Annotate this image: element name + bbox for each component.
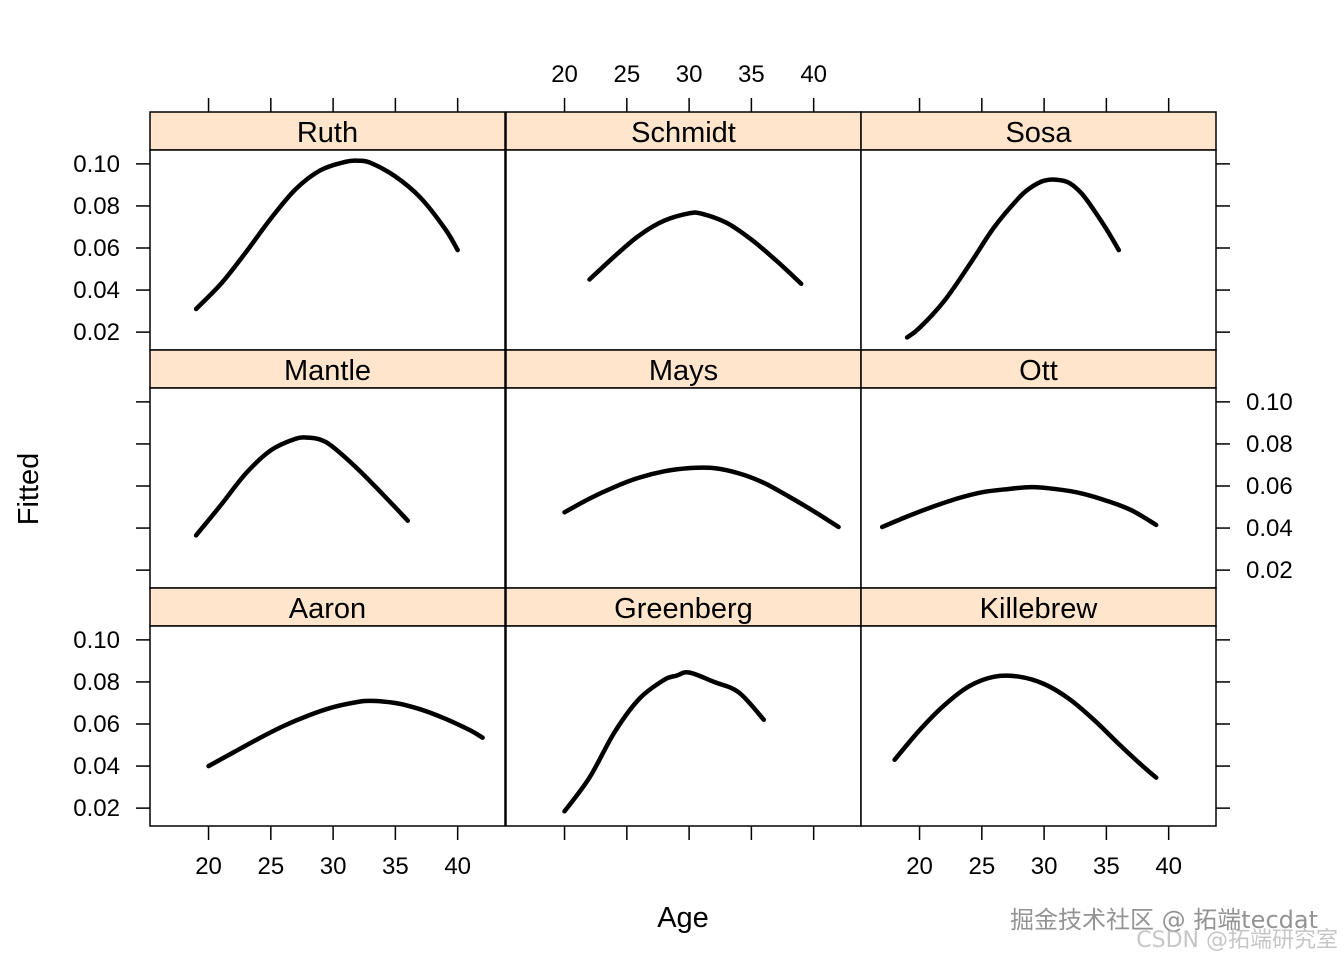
panel-mantle: Mantle bbox=[149, 349, 506, 589]
strip-label: Sosa bbox=[1005, 117, 1072, 149]
fitted-curve-mantle bbox=[193, 435, 411, 538]
strip-label: Mantle bbox=[284, 355, 371, 387]
y-tick-label-left: 0.04 bbox=[73, 753, 120, 780]
y-tick-label-left: 0.08 bbox=[73, 669, 120, 696]
watermark-juejin: 掘金技术社区 @ 拓端tecdat bbox=[1010, 906, 1318, 934]
plot-area-mays bbox=[505, 387, 862, 589]
y-tick-label-right: 0.06 bbox=[1246, 473, 1293, 500]
strip-ott bbox=[860, 349, 1217, 389]
x-tick-label-top: 25 bbox=[613, 61, 640, 88]
plot-area-ruth bbox=[149, 149, 506, 351]
fitted-curve-ott bbox=[879, 484, 1159, 530]
strip-ruth bbox=[149, 111, 506, 151]
panel-greenberg: Greenberg bbox=[505, 587, 862, 827]
y-tick-label-left: 0.04 bbox=[73, 277, 120, 304]
fitted-curve-killebrew bbox=[892, 673, 1159, 780]
strip-label: Schmidt bbox=[631, 117, 736, 149]
y-tick-label-left: 0.02 bbox=[73, 319, 120, 346]
plot-area-schmidt bbox=[505, 149, 862, 351]
x-axis-label: Age bbox=[657, 902, 709, 934]
panel-killebrew: Killebrew bbox=[860, 587, 1217, 827]
fitted-curve-sosa bbox=[904, 177, 1122, 340]
strip-label: Aaron bbox=[289, 593, 366, 625]
strip-schmidt bbox=[505, 111, 862, 151]
x-tick-label-top: 30 bbox=[676, 61, 703, 88]
fitted-curve-mays bbox=[562, 465, 841, 530]
strip-aaron bbox=[149, 587, 506, 627]
y-tick-label-left: 0.10 bbox=[73, 151, 120, 178]
y-tick-label-right: 0.08 bbox=[1246, 431, 1293, 458]
panel-sosa: Sosa bbox=[860, 111, 1217, 351]
x-tick-label-bottom: 30 bbox=[1031, 853, 1058, 880]
fitted-curve-aaron bbox=[206, 698, 485, 769]
plot-area-sosa bbox=[860, 149, 1217, 351]
strip-label: Ott bbox=[1019, 355, 1058, 387]
x-tick-label-bottom: 40 bbox=[1155, 853, 1182, 880]
fitted-curve-schmidt bbox=[587, 210, 804, 287]
x-tick-label-top: 20 bbox=[551, 61, 578, 88]
strip-label: Mays bbox=[649, 355, 718, 387]
panel-ruth: Ruth bbox=[149, 111, 506, 351]
y-tick-label-right: 0.10 bbox=[1246, 389, 1293, 416]
x-tick-label-bottom: 25 bbox=[257, 853, 284, 880]
x-tick-label-top: 40 bbox=[800, 61, 827, 88]
x-tick-label-bottom: 40 bbox=[444, 853, 471, 880]
fitted-curve-greenberg bbox=[562, 670, 767, 814]
x-tick-label-bottom: 35 bbox=[1093, 853, 1120, 880]
y-tick-label-left: 0.08 bbox=[73, 193, 120, 220]
strip-sosa bbox=[860, 111, 1217, 151]
strip-label: Killebrew bbox=[980, 593, 1099, 625]
y-tick-label-left: 0.10 bbox=[73, 627, 120, 654]
strip-label: Greenberg bbox=[614, 593, 753, 625]
x-tick-label-bottom: 25 bbox=[968, 853, 995, 880]
panel-ott: Ott bbox=[860, 349, 1217, 589]
y-tick-label-left: 0.06 bbox=[73, 711, 120, 738]
x-tick-label-bottom: 30 bbox=[320, 853, 347, 880]
y-tick-label-left: 0.02 bbox=[73, 795, 120, 822]
y-tick-label-right: 0.02 bbox=[1246, 557, 1293, 584]
plot-area-killebrew bbox=[860, 625, 1217, 827]
panel-aaron: Aaron bbox=[149, 587, 506, 827]
x-tick-label-bottom: 35 bbox=[382, 853, 409, 880]
plot-area-aaron bbox=[149, 625, 506, 827]
fitted-curve-ruth bbox=[193, 158, 460, 312]
watermark-csdn: CSDN @拓端研究室 bbox=[1136, 928, 1338, 953]
x-tick-label-bottom: 20 bbox=[906, 853, 933, 880]
plot-area-mantle bbox=[149, 387, 506, 589]
y-tick-label-right: 0.04 bbox=[1246, 515, 1293, 542]
panel-mays: Mays bbox=[505, 349, 862, 589]
panel-schmidt: Schmidt bbox=[505, 111, 862, 351]
strip-label: Ruth bbox=[297, 117, 358, 149]
strip-killebrew bbox=[860, 587, 1217, 627]
x-tick-label-bottom: 20 bbox=[195, 853, 222, 880]
x-tick-label-top: 35 bbox=[738, 61, 765, 88]
plot-area-greenberg bbox=[505, 625, 862, 827]
y-tick-label-left: 0.06 bbox=[73, 235, 120, 262]
y-axis-label: Fitted bbox=[13, 453, 45, 526]
